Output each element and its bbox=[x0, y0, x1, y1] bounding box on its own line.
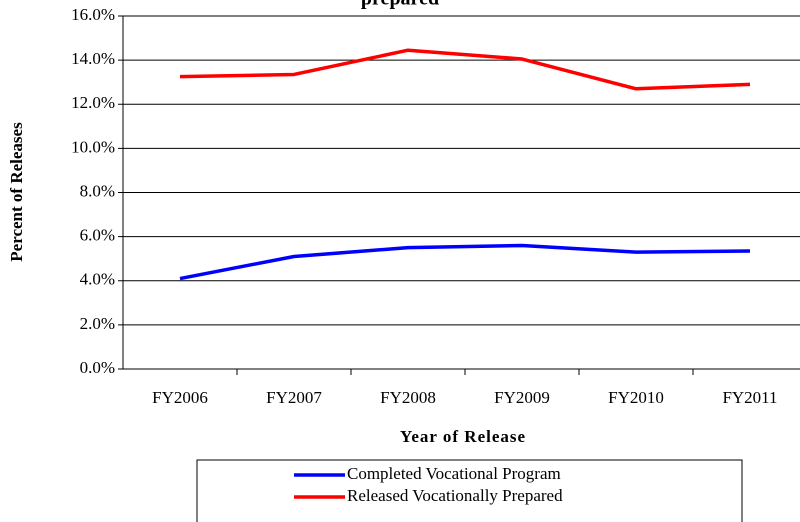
y-tick-label: 2.0% bbox=[80, 314, 115, 333]
x-axis-label: Year of Release bbox=[400, 427, 526, 446]
x-tick-label: FY2011 bbox=[722, 388, 777, 407]
x-tick-label: FY2008 bbox=[380, 388, 436, 407]
y-tick-label: 12.0% bbox=[71, 93, 115, 112]
x-tick-label: FY2006 bbox=[152, 388, 208, 407]
y-tick-label: 4.0% bbox=[80, 270, 115, 289]
y-axis-label: Percent of Releases bbox=[7, 122, 26, 262]
y-tick-label: 10.0% bbox=[71, 137, 115, 156]
legend-box bbox=[196, 459, 743, 522]
legend-label: Completed Vocational Program bbox=[347, 464, 561, 483]
legend-label: Released Vocationally Prepared bbox=[347, 486, 563, 505]
y-tick-label: 0.0% bbox=[80, 358, 115, 377]
y-tick-label: 14.0% bbox=[71, 49, 115, 68]
series-line bbox=[179, 243, 751, 281]
x-tick-label: FY2010 bbox=[608, 388, 664, 407]
series-line bbox=[179, 48, 751, 91]
y-tick-label: 8.0% bbox=[80, 181, 115, 200]
y-tick-label: 16.0% bbox=[71, 5, 115, 24]
x-tick-label: FY2007 bbox=[266, 388, 322, 407]
chart-title: prepared bbox=[361, 0, 439, 10]
x-tick-label: FY2009 bbox=[494, 388, 550, 407]
y-tick-label: 6.0% bbox=[80, 226, 115, 245]
